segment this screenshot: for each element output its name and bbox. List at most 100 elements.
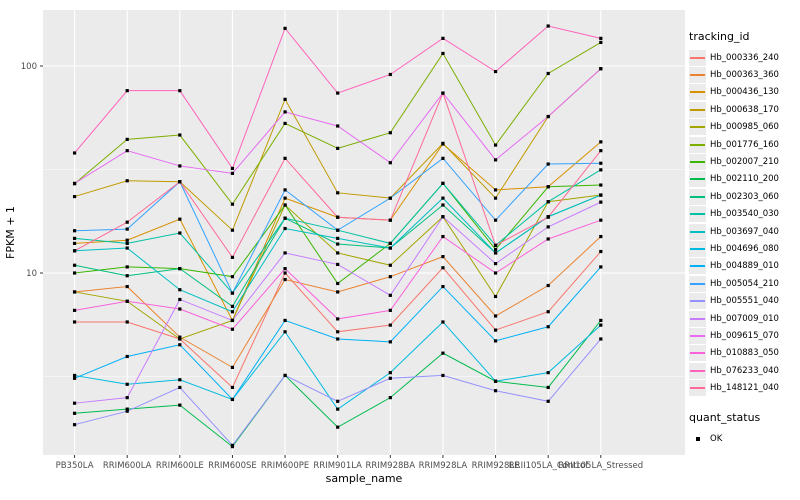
data-point-marker: [493, 143, 498, 147]
data-point-marker: [441, 51, 445, 56]
data-point-marker: [283, 267, 287, 271]
legend-title-quant-status: quant_status: [689, 410, 761, 424]
legend-key-swatch: [689, 136, 706, 153]
data-point-marker: [441, 266, 445, 270]
legend-item: Hb_003697_040: [689, 223, 799, 240]
legend-key-swatch: [689, 310, 706, 327]
data-point-marker: [230, 443, 235, 447]
legend-item-label: Hb_000985_060: [710, 122, 779, 133]
data-point-marker: [230, 228, 235, 232]
data-point-marker: [599, 36, 603, 40]
data-point-marker: [441, 351, 445, 355]
data-point-marker: [493, 196, 498, 200]
legend-key-swatch: [689, 327, 706, 344]
data-point-marker: [336, 317, 340, 321]
data-point-marker: [178, 385, 182, 390]
data-point-marker: [336, 91, 340, 95]
legend-line-icon: [690, 213, 705, 216]
x-axis-tick-label: PB350LA: [56, 461, 94, 471]
data-point-marker: [546, 215, 550, 219]
legend-line-icon: [690, 282, 705, 285]
data-point-marker: [230, 202, 235, 206]
legend-quant-label: OK: [710, 433, 723, 444]
data-point-marker: [388, 218, 392, 222]
data-point-marker: [388, 293, 392, 297]
data-point-marker: [72, 236, 77, 240]
x-axis-tick-label: RRIM600LE: [156, 461, 204, 471]
data-point-marker: [72, 249, 77, 253]
data-point-marker: [441, 255, 445, 259]
data-point-marker: [388, 161, 392, 165]
data-point-marker: [178, 378, 182, 382]
data-point-marker: [230, 166, 235, 171]
y-axis-tick-label: 10: [26, 269, 37, 279]
data-point-marker: [336, 242, 340, 246]
data-point-marker: [283, 251, 287, 255]
legend-item-label: Hb_009615_070: [710, 330, 779, 341]
data-point-marker: [178, 267, 182, 271]
data-point-marker: [72, 181, 77, 185]
x-axis-title: sample_name: [326, 472, 403, 485]
data-point-marker: [72, 320, 77, 324]
data-point-marker: [72, 151, 77, 155]
data-point-marker: [125, 149, 129, 153]
legend-item-label: Hb_004696_080: [710, 243, 779, 254]
data-point-marker: [493, 69, 498, 74]
data-point-marker: [599, 200, 603, 204]
data-point-marker: [230, 255, 235, 259]
data-point-marker: [125, 137, 129, 141]
legend-item-label: Hb_005054_210: [710, 278, 779, 289]
x-axis-tick-label: RRIM600LA: [103, 461, 152, 471]
legend-item: Hb_007009_010: [689, 310, 799, 327]
x-axis-tick-label: RRIM600PE: [261, 461, 309, 471]
data-point-marker: [283, 216, 287, 220]
legend-key-swatch: [689, 223, 706, 240]
data-point-marker: [599, 183, 603, 187]
legend-item: Hb_000336_240: [689, 49, 799, 66]
data-point-marker: [336, 251, 340, 255]
x-axis-tick-label: RRII105LA_Control: [509, 461, 588, 471]
legend-line-icon: [690, 265, 705, 268]
legend-line-icon: [690, 108, 705, 111]
legend-key-swatch: [689, 380, 706, 397]
data-point-marker: [441, 156, 445, 160]
legend-title-tracking-id: tracking_id: [689, 30, 750, 43]
data-point-marker: [546, 283, 550, 288]
x-axis-tick-label: RRIM901LA: [313, 461, 362, 471]
legend-item: Hb_005054_210: [689, 275, 799, 292]
data-point-marker: [125, 407, 129, 411]
data-point-marker: [72, 263, 77, 267]
data-point-marker: [493, 247, 498, 252]
data-point-marker: [441, 373, 445, 378]
data-point-marker: [336, 228, 340, 232]
legend-item: Hb_003540_030: [689, 206, 799, 223]
data-point-marker: [230, 275, 235, 279]
legend-key-swatch: [689, 49, 706, 66]
data-point-marker: [546, 310, 550, 314]
data-point-marker: [230, 365, 235, 369]
black-square-marker-icon: [696, 436, 700, 441]
data-point-marker: [283, 110, 287, 114]
data-point-marker: [72, 229, 77, 233]
data-point-marker: [178, 403, 182, 407]
data-point-marker: [388, 376, 392, 380]
legend-item-label: Hb_148121_040: [710, 383, 779, 394]
data-point-marker: [599, 40, 603, 45]
data-point-marker: [388, 131, 392, 135]
legend-line-icon: [690, 74, 705, 77]
data-point-marker: [546, 24, 550, 28]
data-point-marker: [283, 318, 287, 323]
legend-line-icon: [690, 247, 705, 250]
data-point-marker: [125, 284, 129, 289]
data-point-marker: [493, 314, 498, 318]
data-point-marker: [336, 215, 340, 219]
data-point-marker: [599, 318, 603, 323]
data-point-marker: [388, 275, 392, 279]
data-point-marker: [493, 271, 498, 275]
data-point-marker: [283, 121, 287, 126]
data-point-marker: [493, 379, 498, 383]
data-point-marker: [178, 217, 182, 221]
data-point-marker: [493, 328, 498, 332]
